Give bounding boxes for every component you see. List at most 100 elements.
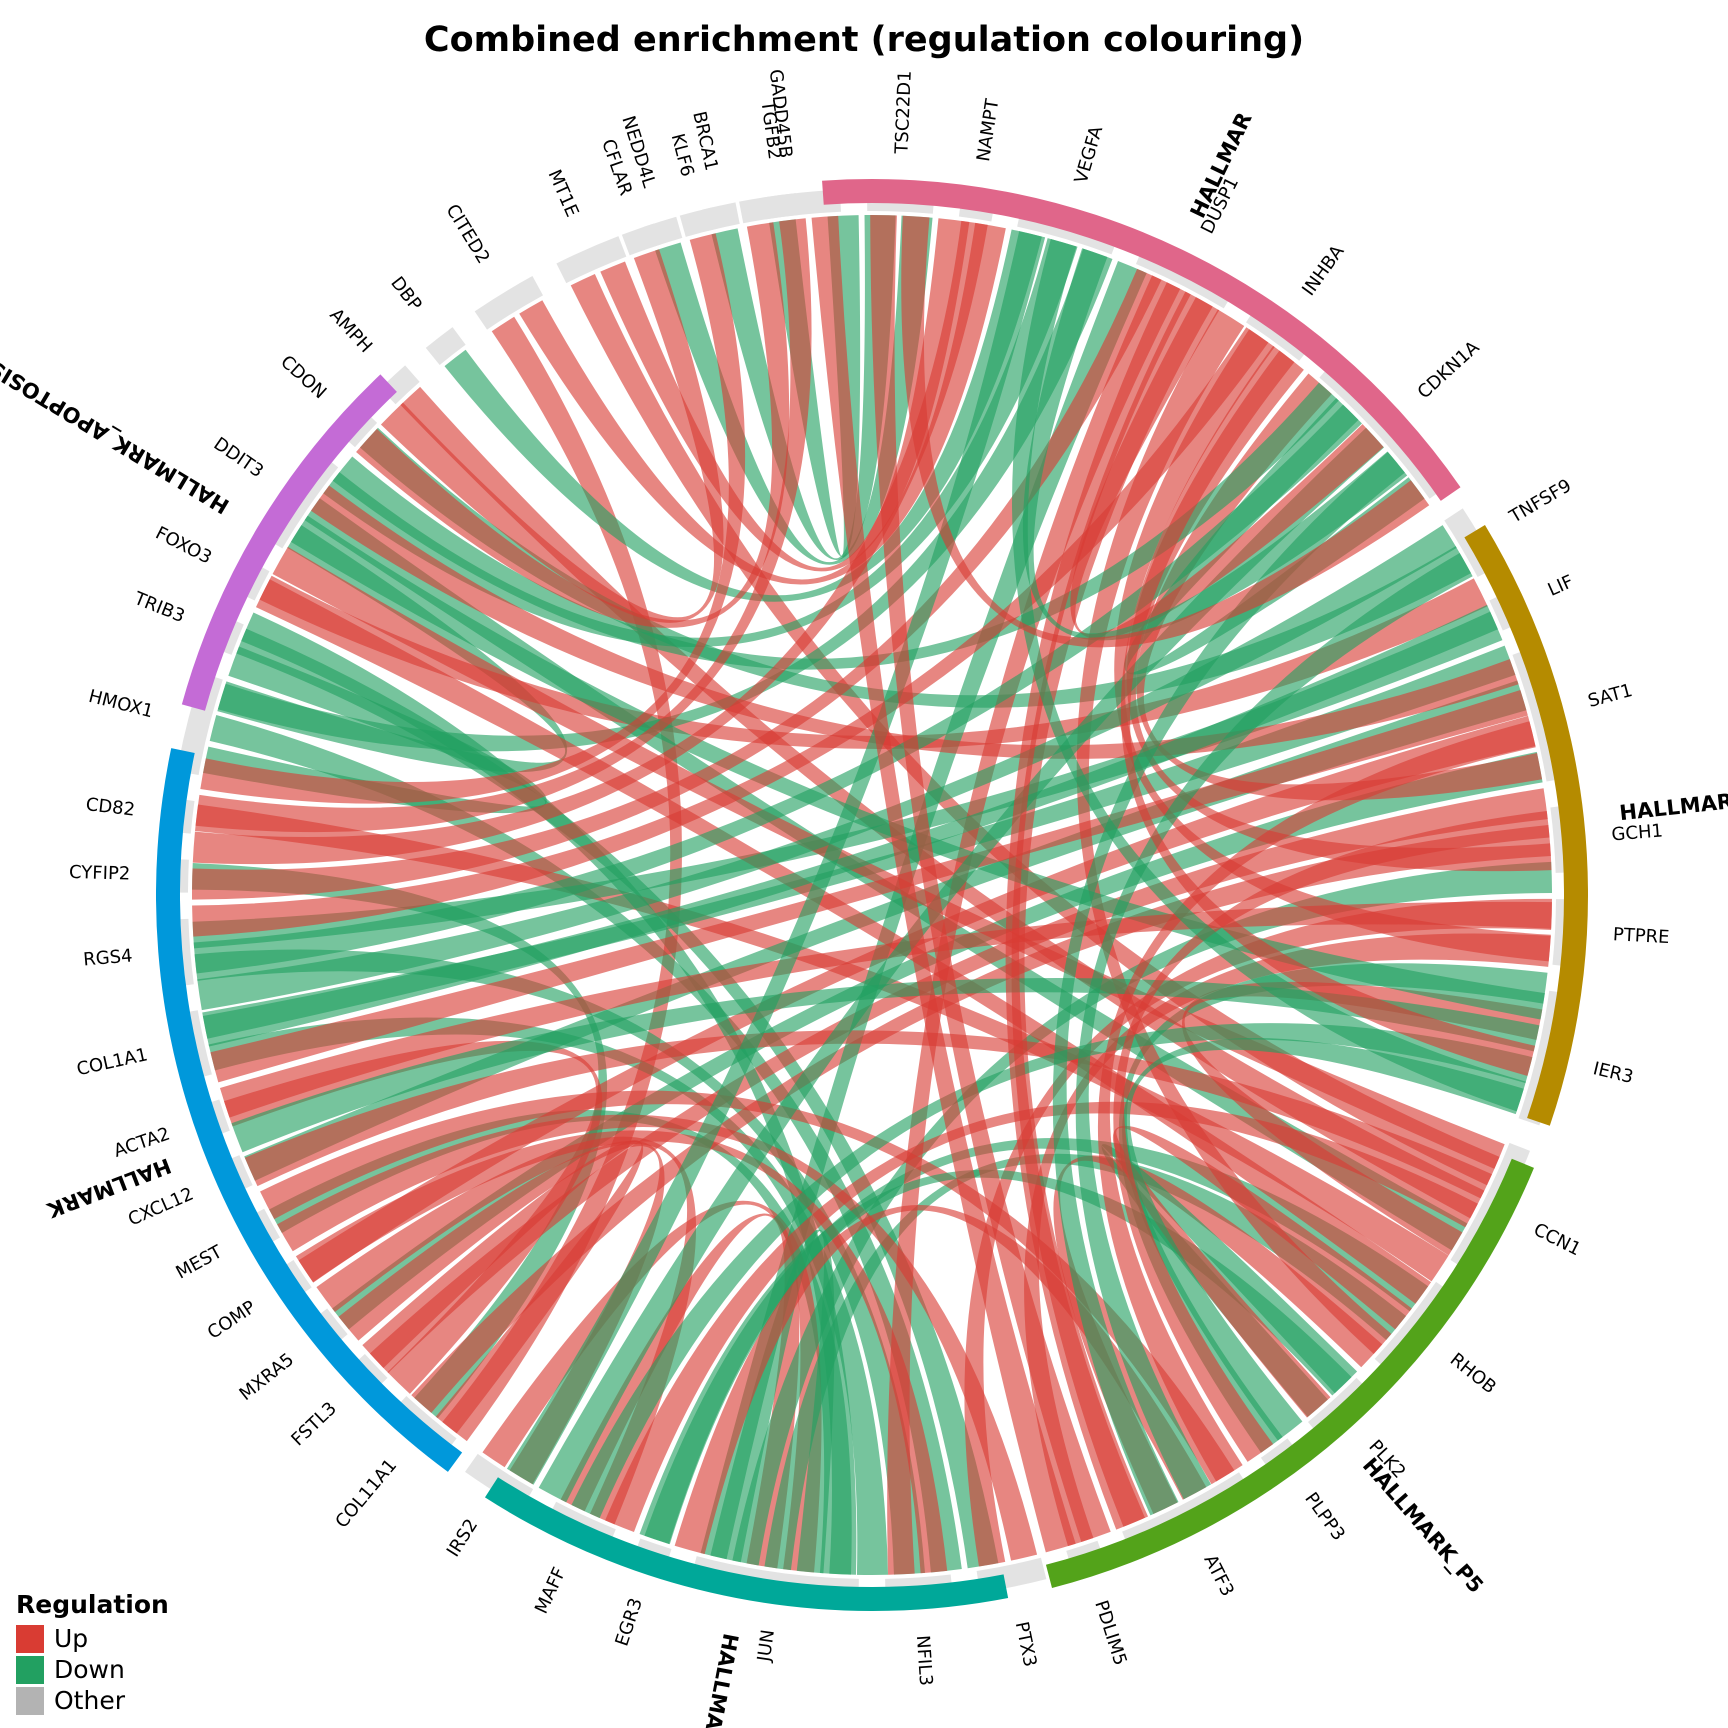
ribbon-cflar-5 [380,249,724,623]
ribbon-gadd45b-2 [811,215,1076,1553]
ribbon-ccn1-3 [605,1101,1478,1532]
ribbon-vegfa-0 [1022,248,1408,641]
gene-label-ddit3: DDIT3 [210,433,268,482]
gene-label-col1a1: COL1A1 [75,1044,150,1080]
ribbon-sat1-4 [210,689,1528,1083]
ribbons-layer [192,214,1552,1575]
ribbon-maff-4 [316,1136,697,1525]
gene-label-col11a1: COL11A1 [331,1455,401,1532]
gene-label-nampt: NAMPT [973,96,1003,163]
gene-label-cdon: CDON [276,351,330,403]
legend-title: Regulation [16,1590,169,1619]
set-label-2: HALLMARK_EPITHELIAL_MESENCH [1618,758,1728,825]
ribbon-lif-4 [202,604,1498,1047]
gene-label-mest: MEST [172,1241,226,1284]
gene-label-tnfsf9: TNFSF9 [1505,475,1575,528]
gene-label-jun: JUN [754,1628,779,1664]
legend-item-up: Up [16,1623,169,1654]
gene-label-gch1: GCH1 [1611,820,1664,845]
legend-label-other: Other [54,1686,125,1715]
ribbon-nfil3-0 [887,275,1181,1575]
gene-label-lif: LIF [1545,571,1577,601]
ribbon-ptpre-4 [219,901,1552,1118]
gene-label-cdkn1a: CDKN1A [1414,337,1484,404]
chart-title: Combined enrichment (regulation colourin… [423,20,1305,60]
ribbon-cdkn1a-5 [332,382,1339,670]
gene-arc-cflar [621,223,661,256]
gene-arc-cited2 [474,276,543,330]
set-arc-2 [1464,524,1588,1126]
ribbon-dbp-0 [444,229,1042,602]
ribbon-ccn1-5 [272,546,1505,1169]
ribbon-tnfsf9-4 [197,525,1457,1011]
gene-label-maff: MAFF [531,1564,570,1617]
legend-item-down: Down [16,1654,169,1685]
ribbon-gadd45b-5 [356,222,790,628]
gene-label-nfil3: NFIL3 [912,1635,936,1687]
ribbon-ddit3-2 [304,498,1468,1251]
gene-label-vegfa: VEGFA [1071,123,1108,186]
ribbon-dusp1-0 [1070,297,1384,639]
gene-arc-gadd45b [739,189,841,224]
gene-label-cyfip2: CYFIP2 [69,862,131,885]
ribbon-ccn1-4 [244,1030,1492,1199]
gene-label-ptpre: PTPRE [1612,924,1670,948]
set-arc-4 [484,1477,1009,1612]
gene-label-egr3: EGR3 [611,1595,647,1648]
ribbon-vegfa-3 [506,231,1046,1485]
gene-arc-dbp [425,327,466,365]
legend-item-other: Other [16,1685,169,1716]
gene-arc-klf6 [679,207,718,237]
ribbon-cxcl12-1 [244,680,1527,1181]
legend-label-up: Up [54,1624,89,1653]
ribbon-jun-3 [710,1229,835,1574]
legend-swatch-up [16,1624,44,1653]
ribbon-tsc22d1-2 [870,214,1111,1542]
gene-label-klf6: KLF6 [667,131,698,178]
gene-label-fstl3: FSTL3 [287,1398,341,1450]
ribbon-ier3-4 [231,977,1540,1153]
set-arc-5 [155,748,463,1472]
gene-label-cd82: CD82 [85,794,136,820]
ribbon-hmox1-5 [203,646,547,814]
gene-label-tsc22d1: TSC22D1 [891,70,915,155]
ribbon-rhob-5 [255,579,1432,1304]
gene-label-hmox1: HMOX1 [86,686,155,723]
gene-label-dbp: DBP [386,273,425,315]
gene-arc-mt1e [556,236,627,284]
legend-swatch-other [16,1686,44,1715]
ribbon-ier3-2 [1122,1037,1524,1441]
gene-label-amph: AMPH [325,305,376,358]
set-label-6: HALLMARK_APOPTOSIS [0,356,233,519]
gene-label-irs2: IRS2 [443,1515,483,1561]
gene-label-rhob: RHOB [1446,1349,1500,1398]
legend-swatch-down [16,1655,44,1684]
gene-label-ccn1: CCN1 [1530,1219,1584,1260]
gene-arc-hmox1 [176,672,223,776]
gene-label-atf3: ATF3 [1199,1551,1238,1599]
set-label-3: HALLMARK_P5 [1358,1453,1488,1597]
gene-label-inhba: INHBA [1298,241,1349,300]
gene-label-cited2: CITED2 [442,201,494,268]
gene-label-mt1e: MT1E [544,166,583,220]
gene-label-foxo3: FOXO3 [152,523,215,569]
gene-label-ptx3: PTX3 [1011,1620,1041,1669]
gene-label-trib3: TRIB3 [130,588,188,628]
set-arcs-layer [155,178,1588,1612]
ribbon-mt1e-0 [600,218,970,572]
legend: Regulation Up Down Other [16,1590,169,1716]
ribbon-rhob-2 [1112,1125,1412,1418]
ribbon-irs2-4 [338,1140,665,1485]
legend-label-down: Down [54,1655,125,1684]
set-label-4: HALLMARK [695,1631,743,1728]
gene-label-pdlim5: PDLIM5 [1090,1598,1131,1668]
gene-label-ier3: IER3 [1591,1058,1635,1088]
set-arc-1 [822,178,1461,501]
gene-label-mxra5: MXRA5 [235,1349,298,1405]
gene-label-comp: COMP [204,1297,260,1344]
gene-label-plpp3: PLPP3 [1300,1489,1349,1545]
set-arc-6 [181,374,397,711]
gene-label-rgs4: RGS4 [82,945,133,970]
